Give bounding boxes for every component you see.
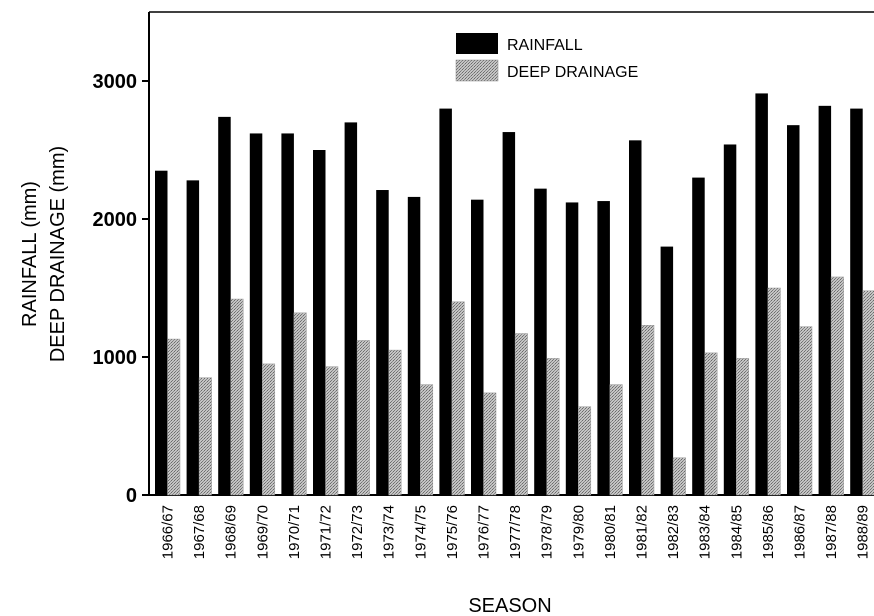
x-tick-label: 1976/77 xyxy=(476,505,493,559)
x-axis-title: SEASON xyxy=(468,595,551,616)
x-tick-label: 1987/88 xyxy=(823,505,840,559)
rainfall-bar xyxy=(534,188,547,495)
x-tick-label: 1979/80 xyxy=(570,505,587,559)
deep-drainage-bar xyxy=(230,298,244,496)
rainfall-bar xyxy=(249,133,263,495)
deep-drainage-bar xyxy=(420,384,434,496)
x-tick-label: 1972/73 xyxy=(349,505,366,559)
deep-drainage-bar xyxy=(609,384,623,496)
x-tick-label: 1975/76 xyxy=(444,505,461,559)
deep-drainage-bar xyxy=(799,326,813,496)
deep-drainage-bar xyxy=(862,290,874,496)
x-tick-label: 1983/84 xyxy=(697,505,714,559)
rainfall-bar xyxy=(407,196,421,496)
x-tick-label: 1982/83 xyxy=(665,505,682,559)
rainfall-bar xyxy=(155,170,168,495)
x-tick-label: 1981/82 xyxy=(634,505,651,559)
deep-drainage-bar xyxy=(262,363,276,496)
x-tick-label: 1986/87 xyxy=(792,505,809,559)
deep-drainage-bar xyxy=(514,333,528,496)
deep-drainage-bar xyxy=(578,406,592,496)
deep-drainage-bar xyxy=(198,377,212,496)
rainfall-bar xyxy=(313,150,326,495)
rainfall-bar xyxy=(439,108,452,495)
x-tick-labels-group: 1966/67 1967/68 1968/69 1969/70 1970/71 1971/… xyxy=(160,505,872,559)
rainfall-bar xyxy=(344,122,358,496)
x-tick-label: 1978/79 xyxy=(539,505,556,559)
y-tick-label: 1000 xyxy=(93,347,138,369)
x-tick-label: 1971/72 xyxy=(318,505,335,559)
y-tick-label: 3000 xyxy=(93,71,138,93)
deep-drainage-bar xyxy=(641,325,655,496)
bars-group xyxy=(155,93,874,496)
rainfall-bar xyxy=(755,93,768,496)
x-tick-label: 1980/81 xyxy=(602,505,619,559)
rainfall-bar xyxy=(218,116,231,495)
rainfall-bar xyxy=(818,105,832,495)
deep-drainage-bar xyxy=(546,358,560,496)
y-tick-label: 2000 xyxy=(93,209,138,231)
deep-drainage-bar xyxy=(704,352,718,496)
rainfall-bar xyxy=(597,201,610,495)
legend: RAINFALL DEEP DRAINAGE xyxy=(455,33,638,82)
rainfall-bar xyxy=(565,202,579,495)
x-tick-label: 1985/86 xyxy=(760,505,777,559)
deep-drainage-bar xyxy=(293,312,307,496)
rainfall-bar xyxy=(502,132,516,495)
x-tick-label: 1977/78 xyxy=(507,505,524,559)
y-axis-title-rainfall: RAINFALL (mm) xyxy=(19,181,41,327)
deep-drainage-bar xyxy=(167,338,181,496)
x-tick-label: 1968/69 xyxy=(223,505,240,559)
rainfall-bar xyxy=(660,246,674,495)
y-axis-title-deep-drainage: DEEP DRAINAGE (mm) xyxy=(47,146,69,362)
x-tick-label: 1988/89 xyxy=(855,505,872,559)
deep-drainage-bar xyxy=(451,301,465,496)
deep-drainage-bar xyxy=(736,358,750,496)
deep-drainage-bar xyxy=(388,349,402,496)
y-ticks-group: 0 1000 2000 3000 xyxy=(93,71,149,507)
deep-drainage-bar xyxy=(483,392,497,496)
legend-label-rainfall: RAINFALL xyxy=(507,37,583,54)
legend-swatch-rainfall xyxy=(456,33,498,54)
x-tick-label: 1973/74 xyxy=(381,505,398,559)
x-tick-label: 1970/71 xyxy=(286,505,303,559)
rainfall-bar xyxy=(850,108,863,495)
rainfall-bar xyxy=(629,140,642,495)
x-tick-label: 1969/70 xyxy=(254,505,271,559)
x-tick-label: 1984/85 xyxy=(728,505,745,559)
deep-drainage-bar xyxy=(672,457,686,496)
rainfall-bar xyxy=(471,199,484,495)
y-tick-label: 0 xyxy=(126,485,137,507)
x-tick-label: 1967/68 xyxy=(191,505,208,559)
rainfall-bar xyxy=(692,177,705,495)
rainfall-bar xyxy=(186,180,200,496)
rainfall-bar xyxy=(281,133,294,495)
legend-swatch-deep-drainage xyxy=(455,59,499,82)
rainfall-bar xyxy=(787,125,800,495)
deep-drainage-bar xyxy=(767,287,781,496)
legend-label-deep-drainage: DEEP DRAINAGE xyxy=(507,64,638,81)
x-tick-label: 1966/67 xyxy=(160,505,177,559)
rainfall-bar xyxy=(723,144,737,496)
deep-drainage-bar xyxy=(325,366,339,496)
deep-drainage-bar xyxy=(356,340,370,496)
deep-drainage-bar xyxy=(830,276,844,496)
x-tick-label: 1974/75 xyxy=(412,505,429,559)
rainfall-bar xyxy=(376,190,389,495)
